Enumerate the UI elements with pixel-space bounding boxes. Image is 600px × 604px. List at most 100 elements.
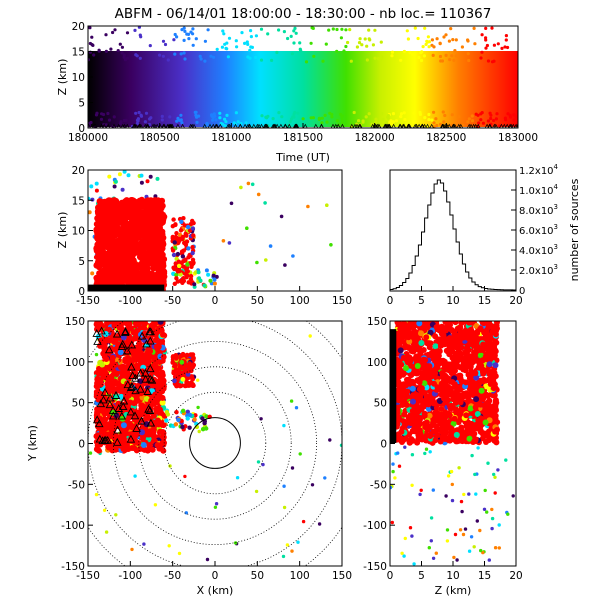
source-point	[342, 49, 345, 52]
source-point	[255, 490, 258, 493]
source-point	[471, 119, 474, 122]
source-point	[159, 203, 165, 209]
source-point	[374, 118, 377, 121]
source-point	[455, 558, 458, 561]
source-point	[260, 59, 263, 62]
source-point	[95, 493, 98, 496]
histogram-ytick-label: 0	[519, 286, 525, 297]
source-point	[164, 43, 167, 46]
source-point	[448, 40, 451, 43]
plan-view-scatter	[89, 318, 343, 561]
source-point	[105, 530, 108, 533]
source-point	[107, 221, 113, 227]
source-point	[292, 116, 295, 119]
source-point	[202, 283, 206, 287]
source-point	[175, 368, 180, 373]
source-point	[126, 31, 129, 34]
height-time-ytick-label: 20	[72, 21, 85, 33]
source-point	[257, 193, 261, 197]
source-point	[296, 541, 299, 544]
source-point	[234, 541, 237, 544]
source-point	[365, 115, 368, 118]
source-point	[498, 523, 501, 526]
source-point	[161, 115, 164, 118]
source-point	[179, 228, 183, 232]
source-point	[444, 348, 450, 354]
xz-xtick-label: -100	[118, 295, 142, 307]
source-point	[361, 121, 364, 124]
source-point	[145, 415, 151, 421]
source-point	[221, 29, 224, 32]
source-point	[269, 244, 273, 248]
source-point	[512, 113, 515, 116]
source-point	[221, 123, 224, 126]
source-point	[491, 60, 494, 63]
source-point	[160, 239, 166, 245]
source-point	[179, 360, 184, 365]
source-point	[312, 27, 315, 30]
source-point	[100, 199, 106, 205]
source-point	[348, 28, 351, 31]
source-point	[396, 331, 402, 337]
xz-scatter	[86, 170, 332, 293]
source-point	[141, 442, 147, 448]
source-point	[126, 237, 132, 243]
source-point	[154, 503, 157, 506]
source-point	[142, 542, 145, 545]
source-point	[367, 29, 370, 32]
source-point	[183, 30, 186, 33]
source-point	[411, 53, 414, 56]
height-time-xtick-label: 181500	[283, 132, 323, 144]
source-point	[439, 55, 442, 58]
source-point	[266, 115, 269, 118]
source-point	[135, 398, 141, 404]
source-point	[404, 537, 407, 540]
xz-ytick-label: 5	[78, 256, 85, 268]
plan-xtick-label: 100	[290, 570, 310, 582]
source-point	[173, 240, 177, 244]
source-point	[325, 121, 328, 124]
source-point	[283, 506, 286, 509]
source-point	[432, 488, 435, 491]
source-point	[108, 426, 114, 432]
source-point	[282, 424, 285, 427]
source-point	[183, 51, 186, 54]
histogram-line	[390, 180, 516, 290]
source-point	[112, 379, 118, 385]
source-point	[466, 120, 469, 123]
source-point	[120, 240, 126, 246]
source-point	[473, 473, 476, 476]
source-point	[423, 452, 426, 455]
source-point	[283, 30, 286, 33]
source-point	[453, 49, 456, 52]
source-point	[423, 27, 426, 30]
source-point	[152, 259, 158, 265]
source-point	[108, 419, 114, 425]
source-point	[183, 57, 186, 60]
source-point	[455, 54, 458, 57]
source-point	[403, 446, 406, 449]
source-point	[103, 213, 109, 219]
source-point	[425, 40, 428, 43]
source-point	[476, 446, 479, 449]
source-point	[483, 508, 486, 511]
source-point	[264, 258, 268, 262]
source-point	[406, 345, 412, 351]
source-point	[121, 422, 127, 428]
source-point	[400, 552, 403, 555]
histogram-xtick-label: 0	[387, 295, 394, 307]
source-point	[403, 111, 406, 114]
source-point	[203, 60, 206, 63]
xz-xtick-label: 50	[251, 295, 264, 307]
source-point	[298, 41, 301, 44]
source-point	[171, 217, 175, 221]
source-point	[452, 368, 458, 374]
source-point	[247, 182, 251, 186]
source-point	[121, 46, 124, 49]
source-point	[282, 555, 285, 558]
source-point	[323, 476, 326, 479]
source-point	[180, 425, 184, 429]
source-point	[185, 33, 188, 36]
source-point	[365, 45, 368, 48]
